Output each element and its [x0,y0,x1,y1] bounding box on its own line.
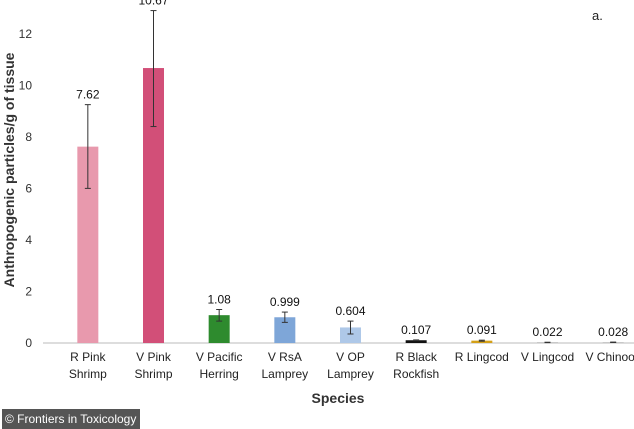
bar [471,340,493,343]
y-tick-label: 4 [25,233,32,247]
x-tick-label: Shrimp [134,367,172,381]
bar [340,327,361,343]
bar [405,340,427,343]
x-tick-label: V Chinook [585,350,634,364]
data-label: 0.022 [532,325,562,339]
data-label: 0.091 [467,323,497,337]
x-tick-label: Lamprey [327,367,374,381]
y-tick-label: 6 [25,181,32,195]
credit-badge: © Frontiers in Toxicology [2,409,141,429]
bar [77,146,99,343]
x-tick-label: Rockfish [393,367,439,381]
y-tick-label: 10 [19,78,33,92]
x-tick-label: Herring [199,367,238,381]
panel-label: a. [592,8,603,23]
data-label: 10.67 [138,0,168,8]
bar [143,68,164,344]
x-tick-label: Shrimp [69,367,107,381]
x-tick-label: R Black [395,350,437,364]
data-label: 0.999 [270,295,300,309]
x-tick-label: V Pacific [196,350,243,364]
x-tick-label: R Lingcod [455,350,509,364]
x-tick-label: V Lingcod [521,350,574,364]
data-label: 0.107 [401,323,431,337]
data-label: 1.08 [207,293,231,307]
y-tick-label: 0 [25,336,32,350]
x-tick-label: V RsA [268,350,302,364]
bar [274,317,296,343]
y-tick-label: 8 [25,130,32,144]
y-axis-title: Anthropogenic particles/g of tissue [1,52,17,287]
x-tick-label: V Pink [136,350,172,364]
x-tick-label: Lamprey [261,367,308,381]
y-tick-label: 2 [25,284,32,298]
x-tick-label: R Pink [70,350,106,364]
bar [208,315,230,343]
x-axis-title: Species [312,390,365,406]
x-tick-label: V OP [336,350,365,364]
y-tick-label: 12 [19,27,33,41]
data-label: 7.62 [76,88,100,102]
data-label: 0.604 [335,304,365,318]
data-label: 0.028 [598,325,628,339]
